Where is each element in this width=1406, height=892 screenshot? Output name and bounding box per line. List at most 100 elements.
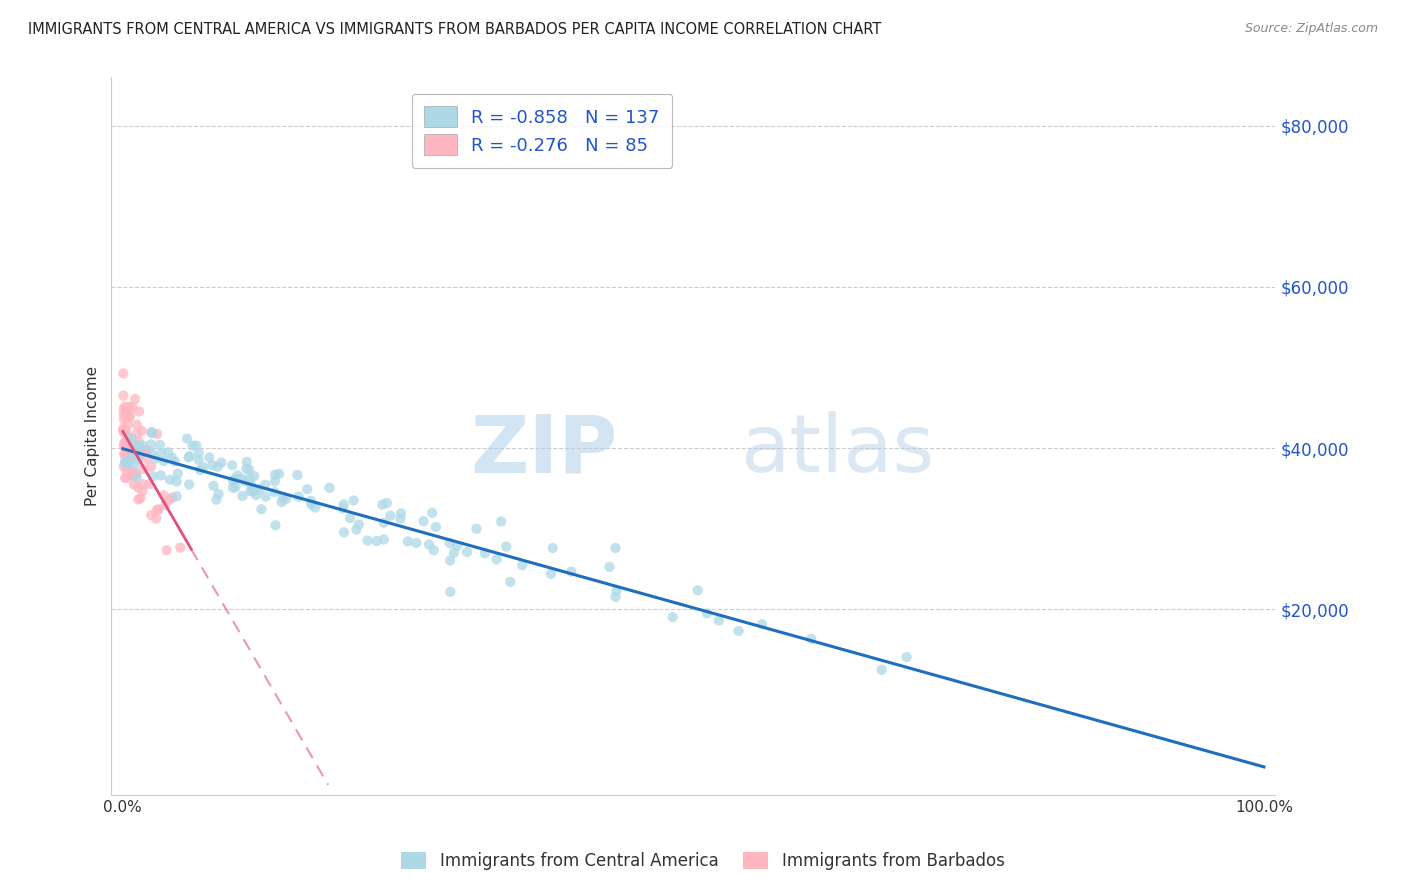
Point (112, 425, 135, 439)
Point (145, 512, 167, 526)
Point (166, 475, 188, 489)
Y-axis label: Per Capita Income: Per Capita Income (86, 366, 100, 506)
Point (127, 438, 149, 452)
Point (118, 448, 141, 462)
Text: IMMIGRANTS FROM CENTRAL AMERICA VS IMMIGRANTS FROM BARBADOS PER CAPITA INCOME CO: IMMIGRANTS FROM CENTRAL AMERICA VS IMMIG… (28, 22, 882, 37)
Point (245, 483, 267, 498)
Point (751, 617, 773, 632)
Point (222, 474, 245, 488)
Point (373, 533, 395, 547)
Point (304, 500, 326, 515)
Point (207, 487, 229, 501)
Point (128, 434, 150, 449)
Point (122, 465, 145, 479)
Point (605, 590, 627, 604)
Point (115, 429, 138, 443)
Point (439, 585, 461, 599)
Point (125, 426, 148, 441)
Point (380, 508, 402, 523)
Point (179, 450, 201, 464)
Point (226, 472, 249, 486)
Point (118, 409, 141, 423)
Point (224, 472, 246, 486)
Point (141, 425, 163, 440)
Point (727, 624, 749, 638)
Point (226, 468, 249, 483)
Point (128, 404, 150, 418)
Point (121, 467, 143, 482)
Point (152, 454, 174, 468)
Point (114, 455, 136, 469)
Point (299, 493, 322, 508)
Point (707, 614, 730, 628)
Point (120, 441, 142, 455)
Point (541, 541, 564, 555)
Text: Source: ZipAtlas.com: Source: ZipAtlas.com (1244, 22, 1378, 36)
Point (136, 443, 159, 458)
Point (112, 367, 135, 381)
Point (132, 477, 155, 491)
Point (187, 446, 209, 460)
Point (146, 503, 169, 517)
Point (186, 439, 208, 453)
Point (297, 482, 319, 496)
Point (540, 566, 562, 581)
Point (485, 552, 508, 566)
Point (112, 412, 135, 426)
Point (270, 495, 292, 509)
Point (235, 461, 257, 475)
Point (131, 439, 153, 453)
Point (240, 484, 263, 499)
Point (238, 462, 260, 476)
Point (135, 444, 157, 458)
Point (373, 516, 395, 530)
Point (420, 506, 443, 520)
Point (139, 459, 162, 474)
Point (250, 502, 273, 516)
Point (117, 457, 139, 471)
Point (231, 471, 253, 485)
Point (263, 475, 285, 489)
Point (167, 467, 190, 481)
Point (118, 450, 141, 465)
Point (135, 451, 157, 466)
Point (120, 447, 142, 461)
Point (131, 424, 153, 438)
Point (122, 477, 145, 491)
Point (207, 459, 229, 474)
Point (446, 539, 468, 553)
Point (193, 460, 215, 475)
Point (114, 471, 136, 485)
Point (118, 435, 141, 450)
Point (124, 441, 146, 455)
Point (339, 511, 361, 525)
Point (179, 477, 201, 491)
Point (127, 452, 149, 467)
Text: atlas: atlas (740, 411, 935, 490)
Point (495, 540, 517, 554)
Point (800, 632, 823, 646)
Point (112, 423, 135, 437)
Point (343, 493, 366, 508)
Point (231, 489, 253, 503)
Point (686, 583, 709, 598)
Point (114, 456, 136, 470)
Point (254, 490, 277, 504)
Point (267, 467, 290, 481)
Point (127, 448, 149, 462)
Point (181, 439, 204, 453)
Point (371, 498, 394, 512)
Point (598, 560, 620, 574)
Point (187, 452, 209, 467)
Point (124, 467, 146, 482)
Point (120, 441, 142, 455)
Point (146, 427, 169, 442)
Point (112, 438, 135, 452)
Point (287, 490, 309, 504)
Point (396, 534, 419, 549)
Point (176, 432, 198, 446)
Legend: R = -0.858   N = 137, R = -0.276   N = 85: R = -0.858 N = 137, R = -0.276 N = 85 (412, 94, 672, 168)
Point (160, 450, 183, 465)
Point (254, 478, 277, 492)
Point (489, 515, 512, 529)
